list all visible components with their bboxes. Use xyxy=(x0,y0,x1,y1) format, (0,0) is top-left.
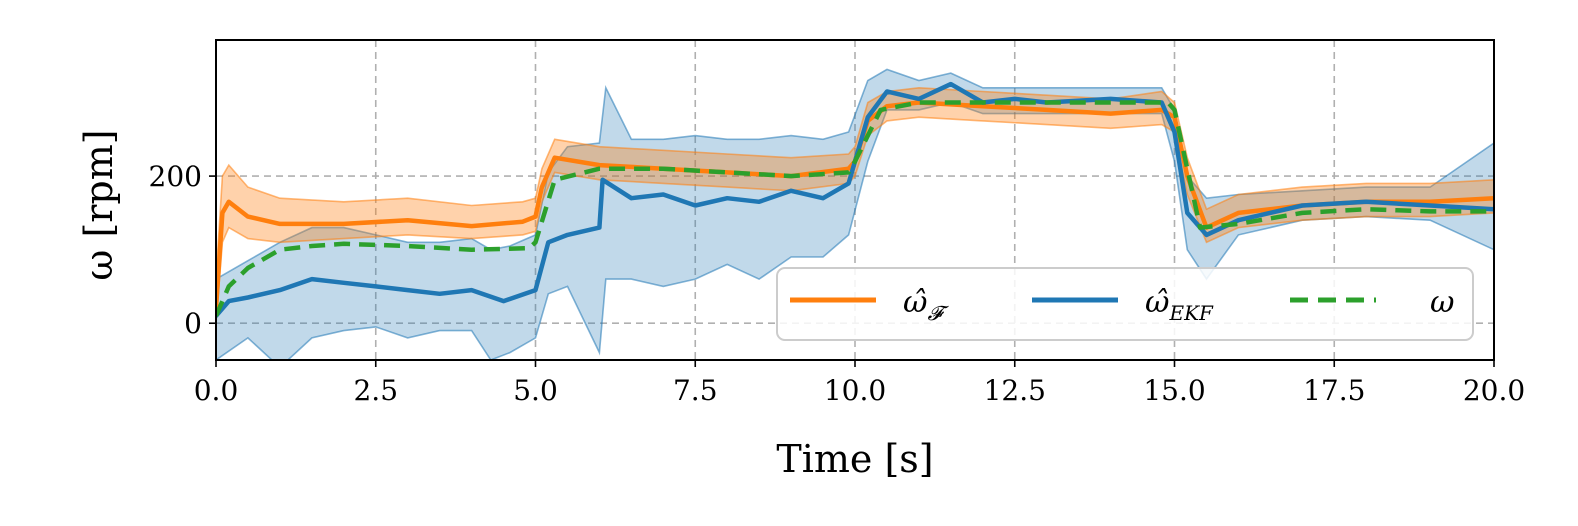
series-line-1 xyxy=(216,81,1494,319)
series-line-2 xyxy=(216,100,1494,317)
legend-label-omega: ω xyxy=(1430,285,1454,320)
legend: ω̂𝓕 ω̂EKF ω xyxy=(776,267,1474,341)
x-tick-label: 5.0 xyxy=(513,374,558,407)
plot-area xyxy=(216,68,1494,360)
band-lower-edge-0 xyxy=(216,101,1494,360)
x-tick-label: 20.0 xyxy=(1463,374,1525,407)
legend-label-omega-hat-ekf: ω̂EKF xyxy=(1145,285,1214,325)
y-tick-label: 0 xyxy=(184,307,202,340)
x-tick-label: 2.5 xyxy=(353,374,398,407)
lines xyxy=(216,81,1494,319)
x-tick-label: 15.0 xyxy=(1143,374,1205,407)
x-tick-label: 0.0 xyxy=(194,374,239,407)
y-axis-label: ω [rpm] xyxy=(77,129,121,280)
x-tick-label: 17.5 xyxy=(1303,374,1365,407)
ticks: 0.0 2.5 5.0 7.5 10.0 12.5 15.0 17.5 20.0 0 200 xyxy=(149,160,1526,407)
x-tick-label: 7.5 xyxy=(673,374,718,407)
x-axis-label: Time [s] xyxy=(776,437,933,481)
legend-box xyxy=(776,267,1474,341)
x-tick-label: 10.0 xyxy=(824,374,886,407)
band-upper-edge-1 xyxy=(216,86,1494,280)
y-tick-label: 200 xyxy=(149,160,202,193)
x-tick-label: 12.5 xyxy=(984,374,1046,407)
series-line-0 xyxy=(216,100,1494,311)
